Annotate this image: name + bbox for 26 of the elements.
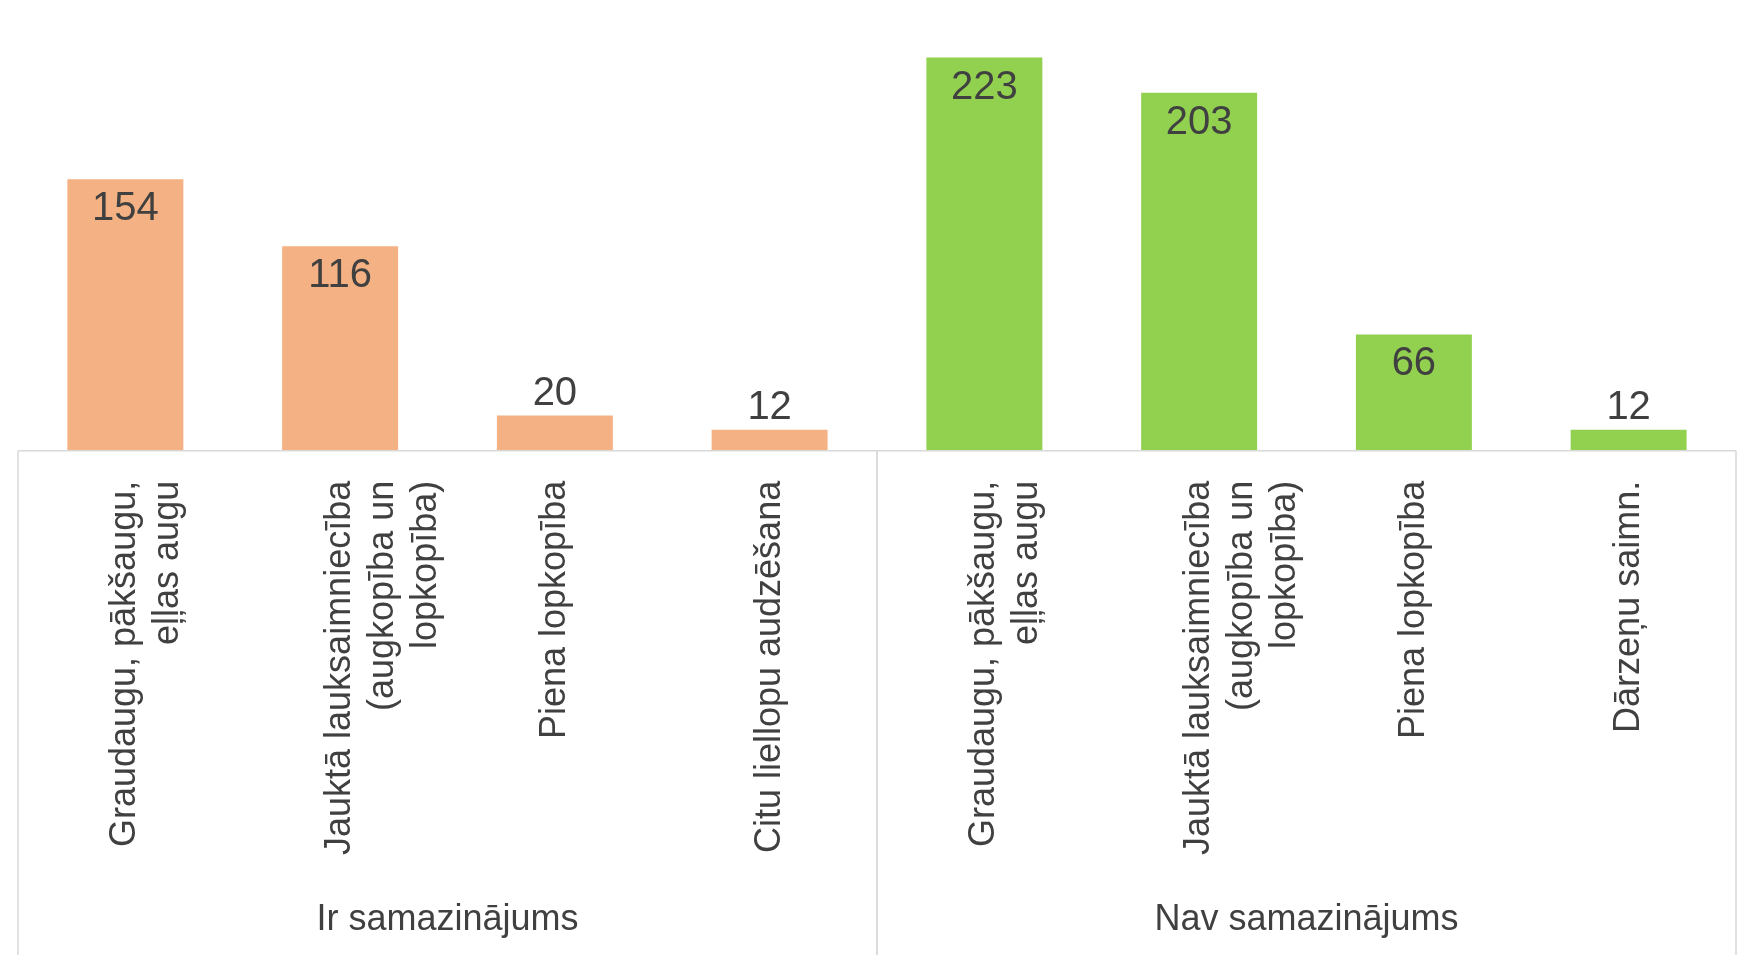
x-tick-label: Dārzeņu saimn. xyxy=(1605,480,1647,733)
data-label: 223 xyxy=(951,62,1018,107)
x-tick-label: Piena lopkopība xyxy=(1390,479,1432,740)
bar xyxy=(1355,334,1472,451)
x-tick-label: Jauktā lauksaimniecība (augkopība un lopkopība) xyxy=(1176,479,1304,855)
bar xyxy=(282,246,399,451)
bar xyxy=(1141,92,1258,451)
bar xyxy=(711,429,828,451)
data-label: 203 xyxy=(1165,97,1233,142)
bar xyxy=(1570,429,1687,451)
text: Ir samazinājums xyxy=(316,896,579,938)
bar xyxy=(496,415,613,451)
bar xyxy=(67,179,184,451)
data-label: 12 xyxy=(747,382,792,427)
data-label: 66 xyxy=(1391,339,1437,384)
x-tick-label: Citu liellopu audzēšana xyxy=(746,479,788,854)
bar xyxy=(926,57,1043,451)
text: Nav samazinājums xyxy=(1154,896,1459,938)
x-tick-label: Graudaugu, pākšaugu, eļļas augu xyxy=(102,480,187,848)
x-tick-label: Piena lopkopība xyxy=(531,479,573,740)
data-label: 154 xyxy=(92,184,159,229)
data-label: 20 xyxy=(532,368,578,413)
x-tick-label: Graudaugu, pākšaugu, eļļas augu xyxy=(961,480,1046,848)
data-label: 116 xyxy=(308,251,373,296)
x-tick-label: Jauktā lauksaimniecība (augkopība un lopkopība) xyxy=(317,479,445,855)
data-label: 12 xyxy=(1606,382,1651,427)
